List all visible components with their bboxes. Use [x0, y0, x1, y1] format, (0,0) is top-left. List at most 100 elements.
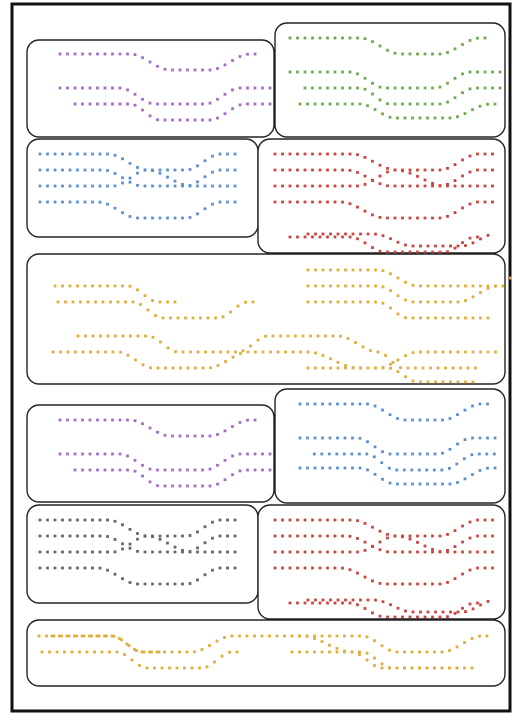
- dot-mark: [126, 353, 130, 357]
- dot-mark: [461, 174, 464, 178]
- dot-mark: [478, 469, 482, 472]
- dot-mark: [468, 602, 472, 606]
- dot-mark: [451, 366, 455, 370]
- dot-mark: [351, 466, 354, 470]
- dot-mark: [203, 573, 207, 577]
- dot-mark: [61, 550, 64, 554]
- dot-mark: [171, 118, 174, 122]
- dot-mark: [98, 518, 102, 522]
- dot-mark: [401, 250, 404, 254]
- dot-mark: [336, 366, 340, 370]
- dot-mark: [88, 102, 92, 106]
- dot-mark: [396, 606, 400, 610]
- dot-mark: [456, 481, 459, 484]
- dot-mark: [333, 184, 337, 188]
- dot-mark: [395, 468, 399, 472]
- dot-mark: [343, 466, 347, 470]
- dot-mark: [231, 454, 234, 458]
- dot-mark: [329, 300, 332, 304]
- dot-mark: [366, 284, 370, 288]
- dot-mark: [483, 200, 487, 204]
- dot-mark: [68, 284, 72, 288]
- dot-mark: [91, 152, 94, 156]
- dot-mark: [166, 175, 169, 179]
- dot-mark: [426, 244, 430, 248]
- dot-mark: [468, 568, 472, 572]
- dot-mark: [296, 601, 299, 605]
- dot-mark: [348, 36, 352, 40]
- dot-mark: [348, 550, 352, 554]
- dot-mark: [446, 184, 449, 188]
- dot-mark: [46, 550, 49, 554]
- dot-mark: [148, 467, 152, 471]
- dot-mark: [416, 102, 419, 106]
- dot-mark: [141, 474, 144, 478]
- dot-mark: [425, 468, 429, 472]
- dot-mark: [226, 566, 229, 570]
- dot-mark: [133, 92, 137, 96]
- dot-mark: [396, 294, 400, 298]
- dot-mark: [328, 643, 331, 647]
- dot-mark: [416, 550, 419, 554]
- dot-mark: [233, 566, 237, 570]
- dot-mark: [306, 466, 309, 470]
- dot-mark: [329, 357, 332, 361]
- dot-mark: [408, 537, 412, 541]
- dot-mark: [396, 482, 399, 486]
- dot-mark: [438, 52, 442, 56]
- dot-mark: [249, 344, 252, 348]
- dot-mark: [408, 615, 412, 619]
- dot-mark: [333, 566, 337, 570]
- dot-mark: [344, 232, 347, 236]
- dot-mark: [468, 170, 472, 174]
- dot-mark: [491, 566, 494, 570]
- dot-mark: [136, 549, 139, 553]
- dot-mark: [341, 36, 344, 40]
- dot-mark: [196, 184, 199, 188]
- dot-mark: [471, 295, 475, 299]
- dot-mark: [493, 466, 497, 470]
- dot-mark: [45, 634, 48, 638]
- dot-mark: [68, 566, 72, 570]
- dot-mark: [374, 232, 377, 236]
- green-line-2: [288, 70, 502, 90]
- dot-mark: [90, 634, 93, 638]
- dot-mark: [404, 316, 407, 320]
- dot-mark: [83, 550, 87, 554]
- dot-mark: [476, 200, 479, 204]
- dot-mark: [37, 634, 41, 638]
- dot-mark: [401, 216, 404, 220]
- dot-mark: [85, 650, 89, 654]
- dot-mark: [468, 184, 472, 188]
- dot-mark: [403, 666, 406, 670]
- dot-mark: [455, 462, 459, 466]
- dot-mark: [434, 610, 437, 614]
- dot-mark: [119, 350, 122, 354]
- dot-mark: [411, 300, 415, 304]
- dot-mark: [470, 666, 474, 670]
- dot-mark: [378, 249, 382, 253]
- dot-mark: [321, 232, 325, 236]
- dot-mark: [166, 346, 170, 350]
- dot-mark: [216, 67, 219, 70]
- dot-mark: [321, 366, 325, 370]
- dot-mark: [193, 68, 197, 72]
- dot-mark: [145, 666, 149, 670]
- dot-mark: [453, 163, 457, 166]
- dot-mark: [455, 645, 459, 649]
- dot-mark: [140, 650, 144, 654]
- dot-mark: [288, 184, 292, 188]
- dot-mark: [181, 582, 184, 586]
- dot-mark: [404, 375, 407, 379]
- dot-mark: [423, 168, 427, 172]
- dot-mark: [178, 650, 181, 654]
- dot-mark: [380, 666, 384, 670]
- dot-mark: [218, 550, 222, 554]
- dot-mark: [213, 660, 216, 664]
- dot-mark: [371, 179, 374, 182]
- panel-yellow-2: [26, 619, 506, 687]
- dot-mark: [483, 70, 487, 74]
- panel-purple-1: [26, 39, 275, 138]
- dot-mark: [453, 529, 457, 532]
- yellow-1-left-1: [56, 300, 255, 320]
